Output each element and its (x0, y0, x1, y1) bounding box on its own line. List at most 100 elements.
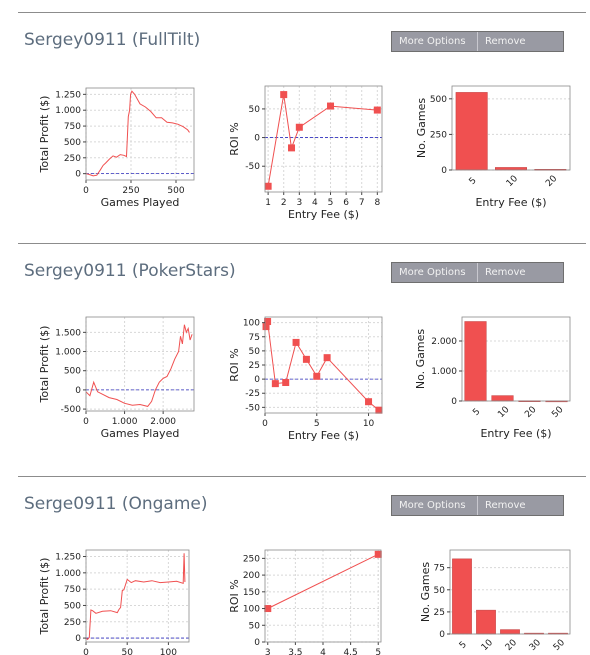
account-actions: More Options Remove (391, 31, 564, 52)
y-tick-label: 250 (243, 554, 260, 564)
data-point (313, 372, 321, 380)
roi-chart: 1 2 3 4 5 6 7 8 -50 0 50 Entry Fee ($) ROI % (228, 85, 383, 221)
y-tick-label: 25 (249, 361, 260, 371)
data-point (264, 182, 272, 190)
series-line (267, 94, 378, 187)
x-tick-label: 10 (496, 405, 511, 420)
plot-frame (264, 549, 382, 643)
x-axis-label: Games Played (101, 196, 180, 209)
x-tick-label: 6 (343, 198, 349, 208)
data-point (327, 102, 335, 110)
data-point (302, 355, 310, 363)
bar (491, 395, 514, 402)
plot-frame (451, 85, 571, 171)
games-by-fee-chart: 5 10 20 0 250 500 Entry Fee ($) No. Games (415, 85, 571, 209)
x-tick-label: 3.5 (288, 648, 302, 655)
data-point (288, 144, 296, 152)
more-options-button[interactable]: More Options (399, 267, 466, 278)
y-tick-label: 1.000 (55, 569, 81, 579)
y-tick-label: 50 (249, 105, 261, 115)
section-divider (18, 243, 586, 244)
x-tick-label: 4.5 (343, 648, 357, 655)
x-tick-label: 5 (458, 640, 469, 651)
x-axis-label: Games Played (101, 427, 180, 440)
y-tick-label: 0 (254, 134, 260, 144)
y-axis-label: ROI % (228, 579, 241, 613)
x-axis-label: Entry Fee ($) (288, 208, 359, 221)
y-tick-label: 0 (451, 397, 457, 407)
x-tick-label: 1.000 (112, 417, 138, 427)
series-line (85, 90, 190, 177)
y-tick-label: 0 (441, 166, 447, 176)
bar (455, 92, 488, 171)
x-tick-label: 50 (552, 638, 567, 653)
y-tick-label: 0 (254, 638, 260, 648)
account-title: Sergey0911 (PokerStars) (24, 261, 236, 281)
remove-button[interactable]: Remove (477, 32, 563, 51)
series-line (265, 321, 380, 411)
plot-frame (85, 316, 195, 412)
x-tick-label: 1 (265, 198, 271, 208)
x-tick-label: 4 (312, 198, 318, 208)
x-tick-label: 2.000 (150, 417, 176, 427)
y-axis-label: No. Games (414, 329, 427, 390)
x-tick-label: 5 (471, 407, 482, 418)
x-tick-label: 5 (328, 198, 334, 208)
x-tick-label: 50 (121, 648, 133, 655)
y-tick-label: 500 (64, 367, 81, 377)
y-tick-label: 250 (64, 154, 81, 164)
y-tick-label: 0 (439, 630, 445, 640)
y-tick-label: 0 (75, 170, 81, 180)
x-tick-label: 0 (83, 186, 89, 196)
y-tick-label: -25 (245, 389, 260, 399)
x-tick-label: 250 (122, 186, 139, 196)
y-axis-label: Total Profit ($) (38, 558, 51, 636)
account-title: Sergey0911 (FullTilt) (24, 30, 201, 50)
x-tick-label: 5 (314, 419, 320, 429)
account-actions: More Options Remove (391, 262, 564, 283)
y-tick-label: 25 (434, 608, 445, 618)
remove-button[interactable]: Remove (477, 496, 563, 515)
y-tick-label: 1.000 (55, 348, 81, 358)
plot-frame (449, 549, 571, 635)
x-tick-label: 2 (281, 198, 287, 208)
data-point (374, 550, 382, 558)
data-point (295, 123, 303, 131)
x-axis-label: Entry Fee ($) (475, 196, 546, 209)
more-options-button[interactable]: More Options (399, 36, 466, 47)
y-tick-label: 2.000 (431, 337, 457, 347)
account-actions: More Options Remove (391, 495, 564, 516)
x-tick-label: 7 (359, 198, 365, 208)
y-tick-label: 50 (249, 621, 261, 631)
bar (452, 558, 472, 635)
account-section-ongame: Serge0911 (Ongame) More Options Remove 0… (0, 476, 590, 655)
y-tick-label: 0 (75, 386, 81, 396)
data-point (323, 354, 331, 362)
series-line (267, 553, 379, 609)
remove-button[interactable]: Remove (477, 263, 563, 282)
x-tick-label: 5 (468, 176, 479, 187)
data-point (264, 605, 272, 613)
y-tick-label: -50 (245, 403, 260, 413)
x-tick-label: 10 (480, 638, 495, 653)
y-tick-label: 50 (249, 347, 261, 357)
x-tick-label: 20 (504, 638, 519, 653)
y-tick-label: 100 (243, 605, 260, 615)
y-tick-label: 500 (430, 95, 447, 105)
x-tick-label: 3 (296, 198, 302, 208)
bar (464, 321, 487, 402)
plot-frame (85, 549, 190, 643)
x-tick-label: 20 (523, 405, 538, 420)
profit-chart: 0 250 500 0 250 500 750 1.000 1.250 Games Played T… (38, 87, 195, 209)
y-tick-label: 1.250 (55, 90, 81, 100)
x-tick-label: 4 (320, 648, 326, 655)
x-tick-label: 500 (167, 186, 184, 196)
more-options-button[interactable]: More Options (399, 500, 466, 511)
data-point (264, 318, 272, 326)
bar (500, 629, 520, 635)
x-axis-label: Entry Fee ($) (288, 429, 359, 442)
x-tick-label: 5 (375, 648, 381, 655)
y-tick-label: 750 (64, 585, 81, 595)
